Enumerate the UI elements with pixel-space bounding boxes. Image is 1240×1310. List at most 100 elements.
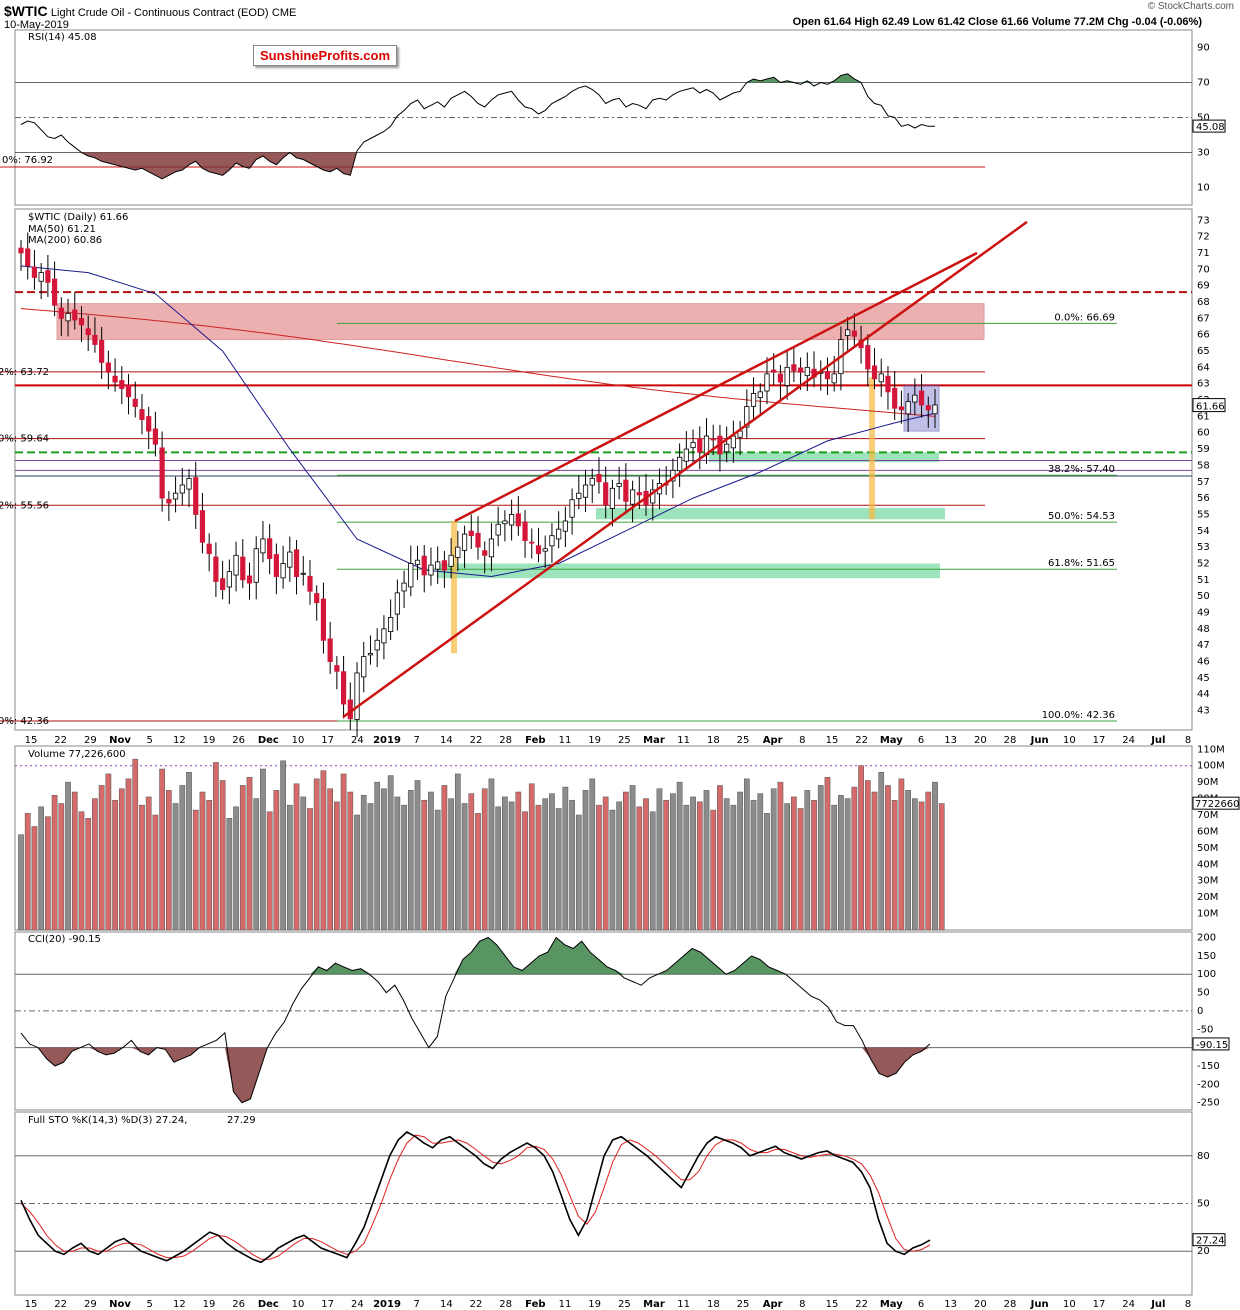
- date-tick: Dec: [258, 735, 279, 746]
- candle: [535, 545, 542, 555]
- candle: [38, 272, 44, 282]
- volume-bar: [898, 778, 905, 931]
- date-tick-bottom: 7: [413, 1299, 419, 1310]
- price-tick-label: 61: [1197, 411, 1210, 422]
- cci-tick-label: 50: [1197, 988, 1210, 999]
- sto-last-box: [1192, 1233, 1226, 1247]
- date-tick: Jun: [1030, 735, 1049, 746]
- date-tick-bottom: 12: [173, 1299, 186, 1310]
- date-tick: 8: [799, 735, 805, 746]
- volume-bar: [878, 772, 885, 931]
- volume-bar: [253, 798, 260, 931]
- price-tick-label: 68: [1197, 297, 1210, 308]
- volume-tick-label: 20M: [1197, 892, 1218, 903]
- volume-bar: [132, 758, 139, 931]
- fib-label: 50.0%: 54.53: [1048, 511, 1115, 522]
- candle: [220, 578, 226, 591]
- candle: [354, 672, 360, 720]
- rsi-tick-label: 90: [1197, 43, 1210, 54]
- volume-bar: [152, 814, 159, 931]
- rsi-left-label: 0%: 76.92: [2, 155, 53, 166]
- sto-last-value: 27.24: [1196, 1236, 1225, 1247]
- price-tick-label: 54: [1197, 526, 1210, 537]
- volume-bar: [58, 803, 65, 931]
- left-label: 2%: 63.72: [0, 367, 49, 378]
- support-zone-2: [596, 507, 945, 520]
- volume-bar: [139, 804, 145, 931]
- volume-bar: [582, 790, 589, 931]
- cci-tick-label: 100: [1197, 969, 1216, 980]
- date-tick: 11: [559, 735, 572, 746]
- date-tick-bottom: 11: [677, 1299, 690, 1310]
- date-tick-bottom: 28: [499, 1299, 512, 1310]
- date-tick-bottom: 5: [146, 1299, 152, 1310]
- sto-label: Full STO %K(14,3) %D(3) 27.24,: [28, 1115, 187, 1126]
- volume-bar: [98, 785, 105, 931]
- date-tick: 22: [855, 735, 868, 746]
- date-tick: 17: [321, 735, 334, 746]
- price-tick-label: 50: [1197, 591, 1210, 602]
- date-tick: 6: [918, 735, 924, 746]
- volume-bar: [374, 781, 381, 931]
- support-zone-3: [437, 563, 940, 579]
- volume-bar: [219, 780, 226, 931]
- candle: [72, 309, 78, 321]
- cci-panel-frame: [14, 931, 1193, 1111]
- price-tick-label: 73: [1197, 215, 1210, 226]
- volume-bar: [394, 796, 401, 931]
- date-tick-bottom: Apr: [763, 1299, 783, 1310]
- candle: [414, 559, 421, 565]
- candle: [125, 384, 132, 398]
- volume-tick-label: 70M: [1197, 810, 1218, 821]
- date-tick-bottom: Nov: [109, 1299, 131, 1310]
- price-tick-label: 64: [1197, 362, 1210, 373]
- candle: [461, 533, 468, 551]
- date-tick: 25: [737, 735, 750, 746]
- candle: [603, 482, 609, 506]
- cci-line: [20, 936, 931, 1104]
- volume-bar: [770, 788, 777, 931]
- date-tick-bottom: 17: [321, 1299, 334, 1310]
- date-tick: 11: [677, 735, 690, 746]
- volume-bar: [522, 811, 528, 931]
- volume-last-value: 77226600: [1195, 799, 1240, 810]
- volume-bar: [239, 785, 246, 931]
- volume-bar: [441, 785, 448, 931]
- volume-bar: [609, 809, 616, 931]
- volume-bar: [461, 803, 468, 931]
- rsi-tick-label: 50: [1197, 113, 1210, 124]
- volume-bar: [360, 795, 367, 931]
- candle: [724, 443, 730, 453]
- candle: [435, 561, 441, 570]
- price-tick-label: 53: [1197, 542, 1210, 553]
- volume-bar: [475, 813, 481, 931]
- date-tick-bottom: 29: [84, 1299, 97, 1310]
- candle: [549, 535, 555, 547]
- date-tick: 8: [1185, 735, 1191, 746]
- volume-bar: [300, 796, 307, 931]
- candle: [710, 438, 716, 441]
- date-tick: Feb: [525, 735, 545, 746]
- candle: [623, 479, 629, 502]
- candle: [730, 435, 736, 449]
- date-tick: Apr: [763, 735, 783, 746]
- volume-bar: [784, 803, 790, 931]
- rsi-label: RSI(14) 45.08: [28, 32, 97, 43]
- sto-d-label: 27.29: [227, 1115, 256, 1126]
- volume-bar: [791, 796, 797, 931]
- candle: [287, 551, 293, 568]
- date-tick-bottom: 25: [618, 1299, 631, 1310]
- date-tick: 15: [826, 735, 839, 746]
- candle: [616, 482, 622, 487]
- rsi-tick-label: 10: [1197, 183, 1210, 194]
- volume-bar: [260, 768, 266, 931]
- volume-bar: [690, 796, 696, 931]
- candle: [918, 390, 925, 406]
- candle: [253, 548, 259, 583]
- rising-support-trendline: [342, 220, 1028, 719]
- candle: [650, 489, 656, 504]
- date-tick: 13: [944, 735, 957, 746]
- cci-tick-label: -50: [1197, 1024, 1213, 1035]
- candle: [495, 523, 501, 536]
